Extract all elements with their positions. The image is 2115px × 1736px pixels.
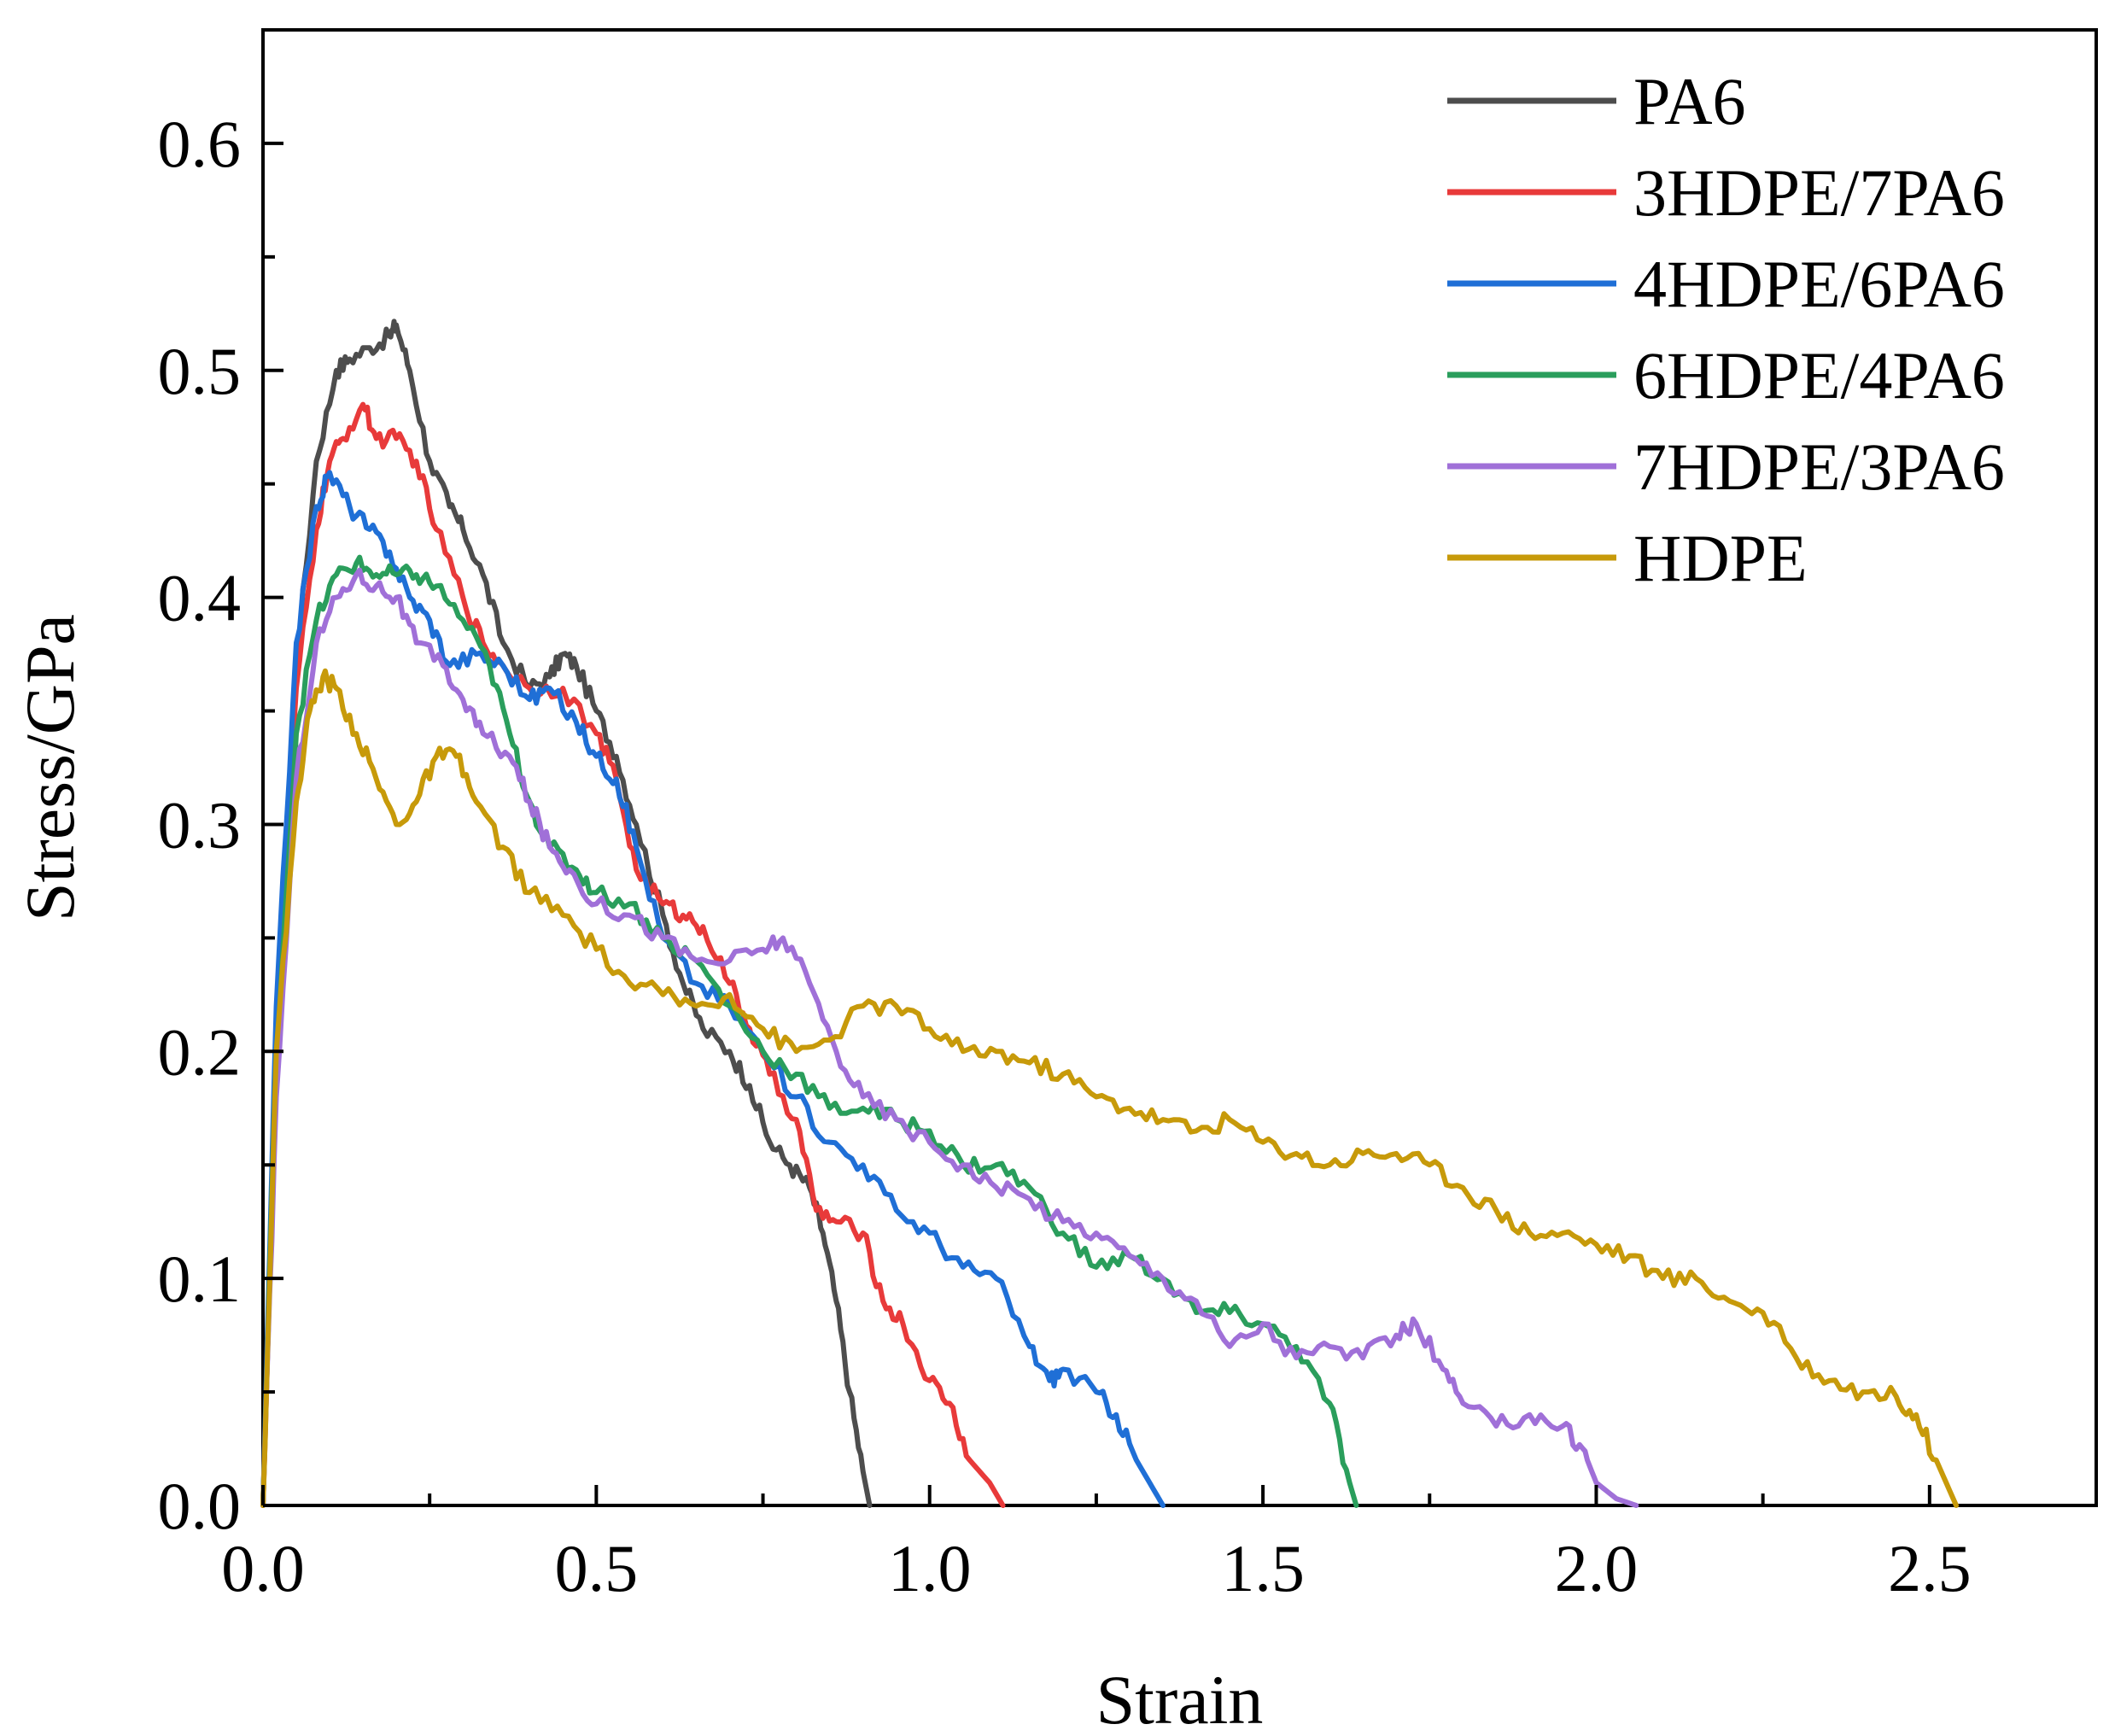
x-tick-label: 1.0 (888, 1531, 972, 1605)
y-tick-label: 0.0 (158, 1469, 242, 1543)
series-line-pa6 (260, 319, 873, 1508)
legend-label: 4HDPE/6PA6 (1633, 247, 2005, 321)
legend-label: 7HDPE/3PA6 (1633, 430, 2005, 504)
legend: PA6 3HDPE/7PA6 4HDPE/6PA6 6HDPE/4PA6 7HDPE/3… (1447, 64, 2005, 595)
x-axis-title: Strain (1096, 1661, 1264, 1736)
series-line-3hdpe-7pa6 (260, 401, 1006, 1508)
y-axis: 0.0 0.1 0.2 0.3 0.4 0.5 0.6 (158, 28, 283, 1543)
x-tick-label: 0.5 (555, 1531, 639, 1605)
x-tick-label: 2.0 (1555, 1531, 1639, 1605)
legend-label: 3HDPE/7PA6 (1633, 155, 2005, 230)
y-tick-label: 0.6 (158, 107, 242, 181)
legend-label: PA6 (1633, 64, 1746, 138)
x-tick-label: 0.0 (221, 1531, 305, 1605)
y-tick-label: 0.1 (158, 1242, 242, 1316)
legend-label: HDPE (1633, 521, 1808, 595)
plot-area (260, 28, 2098, 1508)
series-line-7hdpe-3pa6 (260, 567, 1639, 1508)
y-axis-title: Stress/GPa (11, 614, 89, 921)
series-line-hdpe (260, 668, 1959, 1508)
x-axis: 0.0 0.5 1.0 1.5 2.0 2.5 (221, 1485, 2098, 1605)
series-line-4hdpe-6pa6 (260, 470, 1166, 1508)
y-tick-label: 0.4 (158, 561, 242, 635)
y-tick-label: 0.5 (158, 334, 242, 408)
x-tick-label: 2.5 (1888, 1531, 1972, 1605)
x-tick-label: 1.5 (1221, 1531, 1305, 1605)
y-tick-label: 0.2 (158, 1014, 242, 1089)
legend-label: 6HDPE/4PA6 (1633, 338, 2005, 412)
plot-frame (261, 28, 2098, 1507)
series-line-6hdpe-4pa6 (260, 554, 1359, 1508)
y-tick-label: 0.3 (158, 787, 242, 862)
series-layer (260, 319, 1959, 1508)
